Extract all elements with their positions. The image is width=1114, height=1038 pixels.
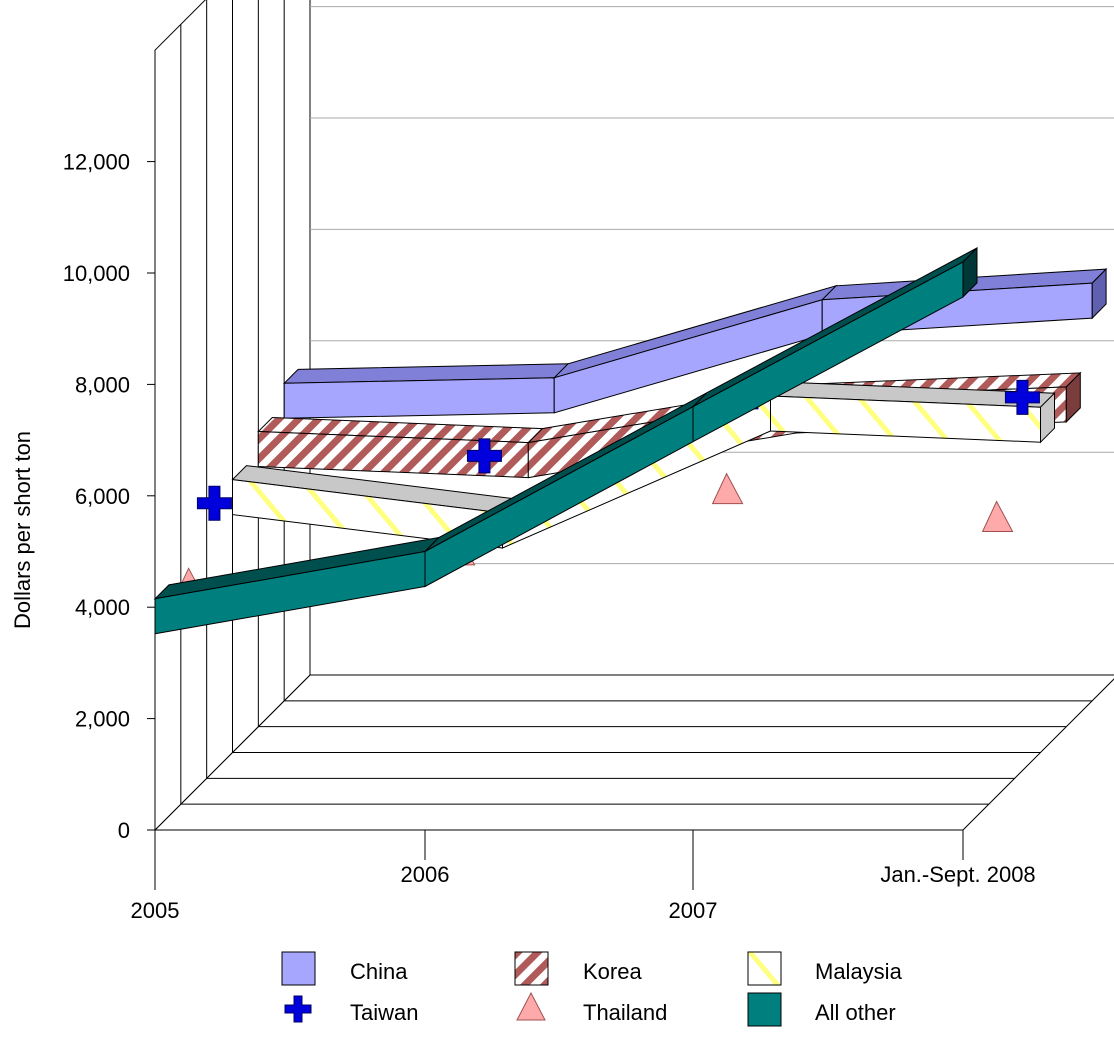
legend-label-china: China — [350, 959, 408, 984]
y-tick-label: 8,000 — [75, 372, 130, 397]
legend-swatch-korea — [514, 951, 549, 986]
x-tick-label: 2005 — [131, 898, 180, 923]
y-tick-label: 12,000 — [63, 150, 130, 175]
y-tick-label: 2,000 — [75, 707, 130, 732]
y-tick-label: 10,000 — [63, 261, 130, 286]
series-all-other — [153, 246, 978, 635]
legend-swatch-all-other — [747, 992, 782, 1027]
y-axis-title: Dollars per short ton — [10, 431, 35, 629]
legend-label-malaysia: Malaysia — [815, 959, 903, 984]
series-layer — [153, 246, 1108, 635]
legend-label-korea: Korea — [583, 959, 642, 984]
legend-swatch-thailand — [516, 991, 546, 1021]
ribbon-end — [1091, 267, 1107, 320]
ribbon-end — [1065, 371, 1081, 424]
y-tick-label: 6,000 — [75, 484, 130, 509]
ribbon-end — [1040, 391, 1055, 444]
legend-item-taiwan: Taiwan — [284, 995, 418, 1025]
data-point-taiwan — [466, 438, 502, 474]
legend-label-all-other: All other — [815, 1000, 896, 1025]
legend-item-malaysia: Malaysia — [747, 951, 903, 986]
data-point-taiwan — [196, 485, 232, 521]
data-point-thailand — [711, 472, 744, 505]
data-point-thailand — [981, 500, 1014, 532]
legend-item-korea: Korea — [514, 951, 642, 986]
y-tick-label: 0 — [118, 818, 130, 843]
legend-label-taiwan: Taiwan — [350, 1000, 418, 1025]
x-tick-label: Jan.-Sept. 2008 — [880, 862, 1035, 887]
legend-item-thailand: Thailand — [516, 991, 667, 1025]
x-tick-label: 2007 — [669, 898, 718, 923]
legend-swatch-taiwan — [284, 995, 312, 1023]
y-tick-label: 4,000 — [75, 595, 130, 620]
legend-item-all-other: All other — [747, 992, 896, 1027]
legend: China Korea Malaysia Taiwan Thailand All othe… — [281, 951, 903, 1027]
legend-item-china: China — [281, 951, 408, 986]
legend-swatch-china — [281, 951, 316, 986]
ribbon-front — [283, 377, 555, 419]
ribbon-end — [962, 246, 978, 299]
legend-label-thailand: Thailand — [583, 1000, 667, 1025]
legend-swatch-malaysia — [747, 951, 782, 986]
x-tick-label: 2006 — [401, 862, 450, 887]
y-axis: 0 2,000 4,000 6,000 8,000 10,000 12,000 — [63, 150, 156, 843]
x-axis: 2005 2006 2007 Jan.-Sept. 2008 — [131, 829, 1036, 923]
data-point-taiwan — [1004, 379, 1040, 415]
